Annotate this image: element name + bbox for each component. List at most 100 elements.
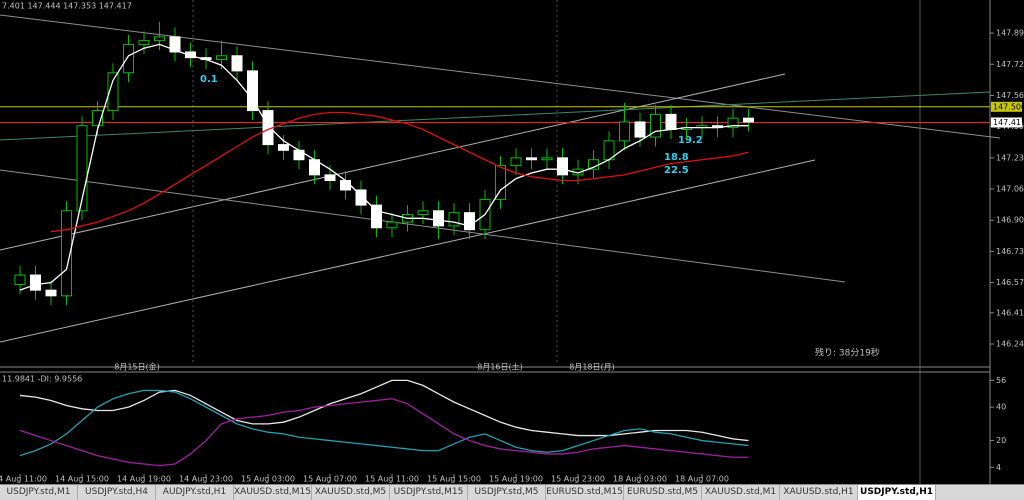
x-tick-label: 15 Aug 19:00	[489, 475, 543, 484]
candle-body	[619, 121, 630, 142]
candle-body	[557, 157, 568, 176]
candle-body	[247, 70, 258, 112]
candle-body	[541, 157, 553, 161]
tab-bar: USDJPY.std,M1 USDJPY.std,H4 AUDJPY.std,H1 X…	[0, 484, 1024, 500]
chart-tab[interactable]: AUDJPY.std,H1	[156, 485, 234, 500]
chart-tab[interactable]: USDJPY.std,H4	[78, 485, 156, 500]
x-tick-label: 14 Aug 15:00	[55, 475, 109, 484]
y-tick-label: 147.560	[996, 91, 1024, 100]
candle-body	[123, 43, 134, 74]
trend-line	[0, 73, 786, 251]
candle-body	[185, 51, 196, 59]
candle-body	[355, 189, 367, 206]
candle-body	[45, 289, 57, 297]
date-label: 8月16日(土)	[477, 362, 523, 372]
price-label-box	[991, 101, 1022, 112]
candle-body	[107, 72, 119, 112]
candle-body	[526, 157, 537, 161]
x-tick-label: 15 Aug 03:00	[241, 475, 295, 484]
candle-body	[665, 113, 677, 130]
x-tick-label: 18 Aug 07:00	[675, 475, 729, 484]
chart-tab[interactable]: XAUUSD.std,M15	[234, 485, 312, 500]
y-tick-label: 147.890	[996, 29, 1024, 38]
candle-body	[386, 221, 398, 229]
candle-body	[154, 36, 165, 42]
candle-body	[371, 204, 382, 229]
chart-tab[interactable]: XAUUSD.std,H1	[780, 485, 858, 500]
trend-line	[0, 14, 1001, 139]
indicator-line	[19, 379, 749, 442]
candle-body	[324, 174, 336, 182]
chart-tab[interactable]: USDJPY.std,M15	[390, 485, 468, 500]
candle-body	[448, 212, 460, 227]
candle-body	[92, 110, 103, 127]
y-tick-label: 146.410	[996, 308, 1024, 317]
y-tick-label: 147.065	[996, 185, 1024, 194]
countdown: 残り: 38分19秒	[815, 347, 880, 359]
chart-tab[interactable]: USDJPY.std,M5	[468, 485, 546, 500]
candle-body	[61, 210, 72, 297]
chart-tab[interactable]: USDJPY.std,M1	[0, 485, 78, 500]
x-tick-label: 15 Aug 11:00	[365, 475, 419, 484]
date-label: 8月15日(金)	[114, 362, 160, 372]
candle-body	[76, 125, 88, 212]
x-tick-label: 18 Aug 03:00	[613, 475, 667, 484]
chart-tab[interactable]: EURUSD.std,M15	[546, 485, 624, 500]
y-tick-label: 20	[996, 436, 1006, 445]
price-label-box	[991, 117, 1022, 128]
indicator-line	[50, 111, 749, 233]
price-label: 147.417	[993, 118, 1024, 127]
indicator-label: 11.9841 -DI: 9.9556	[2, 375, 82, 384]
y-tick-label: 146.900	[996, 216, 1024, 225]
x-tick-label: 14 Aug 23:00	[179, 475, 233, 484]
chart-tab[interactable]: XAUUSD.std,M1	[702, 485, 780, 500]
x-tick-label: 15 Aug 23:00	[551, 475, 605, 484]
candle-body	[138, 40, 150, 45]
x-tick-label: 14 Aug 19:00	[117, 475, 171, 484]
y-tick-label: 4	[996, 463, 1001, 472]
candle-body	[231, 55, 243, 72]
candle-body	[743, 117, 754, 123]
candle-body	[30, 274, 41, 291]
candle-body	[340, 180, 351, 191]
indicator-line	[19, 398, 749, 467]
chart-tab[interactable]: XAUUSD.std,M5	[312, 485, 390, 500]
candle-body	[169, 36, 181, 53]
annotation: 22.5	[664, 165, 689, 176]
annotation: 0.1	[200, 74, 218, 85]
candle-body	[650, 113, 661, 138]
y-tick-label: 146.735	[996, 247, 1024, 256]
trend-line	[0, 169, 846, 283]
annotation: 18.8	[664, 152, 689, 163]
candle-body	[433, 210, 444, 227]
candle-body	[495, 164, 506, 200]
ohlc-header: 7.401 147.444 147.353 147.417	[2, 2, 132, 11]
chart-tab[interactable]: EURUSD.std,M5	[624, 485, 702, 500]
x-tick-label: 15 Aug 15:00	[427, 475, 481, 484]
y-tick-label: 146.570	[996, 278, 1024, 287]
trend-line	[0, 91, 991, 141]
candle-body	[727, 117, 739, 129]
y-tick-label: 146.245	[996, 340, 1024, 349]
y-tick-label: 40	[996, 403, 1006, 412]
indicator-line	[19, 389, 749, 457]
chart: 7.401 147.444 147.353 147.417 11.9841 -D…	[0, 0, 1024, 484]
candle-body	[417, 210, 429, 216]
candle-body	[278, 144, 289, 151]
candle-body	[510, 157, 522, 166]
candle-body	[464, 212, 475, 231]
price-label: 147.500	[993, 102, 1024, 111]
chart-tab[interactable]: USDJPY.std,H1	[858, 485, 936, 500]
trend-lines	[0, 0, 1001, 484]
candle-body	[14, 274, 26, 285]
indicator-line	[19, 43, 749, 291]
trend-line	[0, 159, 816, 343]
annotation: 19.2	[678, 135, 703, 146]
y-tick-label: 147.725	[996, 60, 1024, 69]
date-label: 8月18日(月)	[569, 363, 615, 372]
y-tick-label: 56	[996, 376, 1006, 385]
x-tick-label: 15 Aug 07:00	[303, 475, 357, 484]
x-tick-label: 14 Aug 11:00	[0, 475, 47, 484]
y-tick-label: 147.230	[996, 153, 1024, 162]
